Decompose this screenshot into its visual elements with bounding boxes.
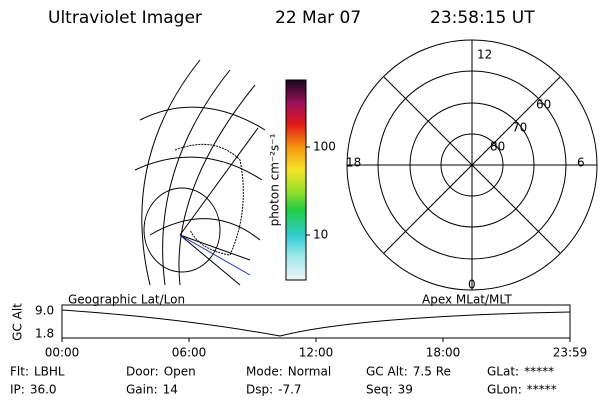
x-tick-label: 23:59 (553, 346, 588, 360)
field-label: Seq: (366, 383, 393, 397)
title: Ultraviolet Imager (48, 8, 202, 28)
field-value: Open (164, 365, 196, 379)
field-value: ***** (527, 383, 557, 397)
x-tick-label: 06:00 (172, 346, 207, 360)
y-label: GC Alt (11, 303, 25, 341)
field-value: LBHL (34, 365, 65, 379)
right-label: Apex MLat/MLT (422, 293, 512, 307)
mlt-label: 12 (477, 48, 492, 62)
mlt-label: 6 (577, 156, 585, 170)
mlat-label: 70 (512, 121, 527, 135)
left-label: Geographic Lat/Lon (68, 293, 185, 307)
field-label: Door: (126, 365, 159, 379)
field-value: Normal (288, 365, 331, 379)
colorbar (285, 79, 307, 281)
mlt-label: 18 (346, 156, 361, 170)
field-value: ***** (524, 365, 554, 379)
field-label: GLon: (487, 383, 522, 397)
mlat-label: 80 (490, 140, 505, 154)
time: 23:58:15 UT (430, 8, 535, 28)
x-tick-label: 18:00 (426, 346, 461, 360)
x-tick-label: 00:00 (45, 346, 80, 360)
colorbar-label: photon cm⁻²s⁻¹ (268, 133, 282, 226)
field-value: 7.5 Re (413, 365, 451, 379)
field-label: Gain: (126, 383, 158, 397)
field-label: GC Alt: (366, 365, 408, 379)
mlt-label: 0 (468, 278, 476, 292)
x-tick-label: 12:00 (299, 346, 334, 360)
y-tick-label: 9.0 (35, 304, 54, 318)
field-value: 14 (163, 383, 178, 397)
geo-map (134, 59, 266, 286)
field-label: Mode: (246, 365, 283, 379)
field-label: IP: (10, 383, 25, 397)
field-value: -7.7 (278, 383, 301, 397)
y-tick-label: 1.8 (35, 327, 54, 341)
field-label: Flt: (10, 365, 29, 379)
alt-curve (61, 309, 571, 337)
colorbar-tick-label: 10 (313, 228, 328, 242)
field-label: GLat: (487, 365, 519, 379)
mlat-label: 60 (536, 98, 551, 112)
date: 22 Mar 07 (275, 8, 361, 28)
field-value: 39 (398, 383, 413, 397)
polar-grid (346, 39, 598, 291)
alt-plot (61, 304, 571, 339)
colorbar-tick-label: 100 (313, 140, 336, 154)
field-value: 36.0 (30, 383, 57, 397)
field-label: Dsp: (246, 383, 273, 397)
